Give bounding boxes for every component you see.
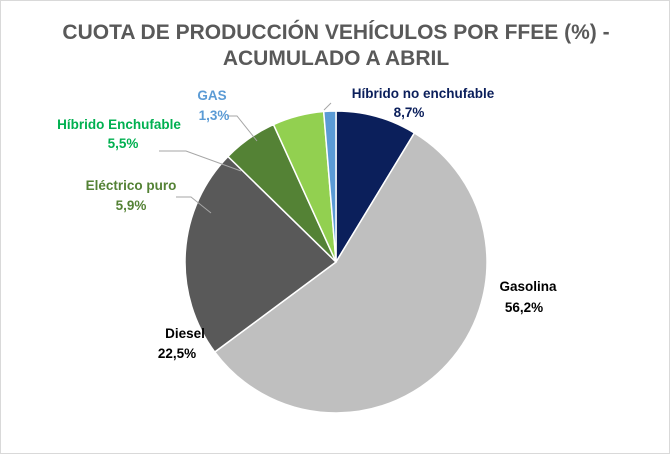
- slice-label-name-2: Gasolina: [499, 279, 557, 294]
- slice-label-value-3: 22,5%: [158, 346, 196, 361]
- chart-title: CUOTA DE PRODUCCIÓN VEHÍCULOS POR FFEE (…: [62, 20, 609, 44]
- slice-label-name-6: GAS: [197, 88, 226, 103]
- leader-line-1: [323, 102, 332, 111]
- data-labels: Híbrido no enchufable 8,7% Gasolina 56,2% Di…: [57, 86, 557, 361]
- slice-label-value-4: 5,9%: [116, 198, 147, 213]
- slice-label-value-6: 1,3%: [199, 108, 230, 123]
- slice-label-name-1: Híbrido no enchufable: [352, 86, 495, 101]
- slice-label-value-1: 8,7%: [394, 105, 425, 120]
- pie-slice-6: [322, 110, 337, 263]
- leader-lines: [159, 102, 332, 214]
- slice-label-name-5: Híbrido Enchufable: [57, 117, 181, 132]
- leader-line-6: [227, 115, 258, 142]
- pie-slice-3: [184, 155, 338, 354]
- slice-label-name-4: Eléctrico puro: [86, 178, 177, 193]
- pie-slices: [184, 110, 488, 414]
- slice-label-name-3: Diesel: [165, 326, 205, 341]
- slice-label-value-2: 56,2%: [505, 300, 543, 315]
- pie-slice-1: [335, 110, 416, 265]
- slice-label-value-5: 5,5%: [108, 136, 139, 151]
- leader-line-5: [159, 150, 242, 172]
- chart-subtitle: ACUMULADO A ABRIL: [223, 47, 449, 70]
- leader-line-4: [176, 196, 212, 214]
- pie-slice-2: [213, 131, 488, 414]
